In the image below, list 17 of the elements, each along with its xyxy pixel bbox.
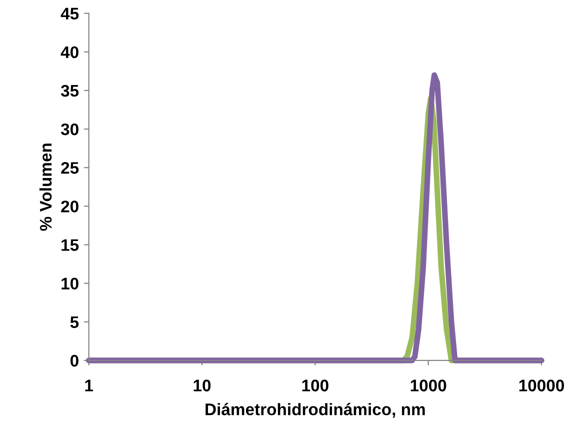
y-tick-label: 35 — [60, 84, 79, 97]
y-tick-label: 20 — [61, 200, 78, 212]
x-tick-label: 10000 — [519, 380, 564, 392]
y-tick-label: 40 — [60, 46, 78, 58]
y-axis-title: % Volumen — [39, 144, 52, 231]
x-tick-label: 10 — [194, 380, 211, 392]
x-tick-label: 1000 — [410, 380, 446, 392]
y-tick-label: 30 — [60, 123, 78, 136]
x-axis-title: Diámetrohidrodinámico, nm — [206, 402, 425, 418]
y-tick-label: 10 — [62, 278, 78, 290]
y-tick-label: 45 — [60, 8, 79, 20]
x-tick-label: 1 — [85, 380, 93, 392]
y-tick-label: 0 — [70, 354, 78, 367]
y-tick-label: 5 — [70, 316, 79, 328]
y-tick-label: 15 — [62, 239, 79, 251]
y-tick-label: 25 — [61, 162, 79, 174]
x-tick-label: 100 — [302, 380, 328, 392]
